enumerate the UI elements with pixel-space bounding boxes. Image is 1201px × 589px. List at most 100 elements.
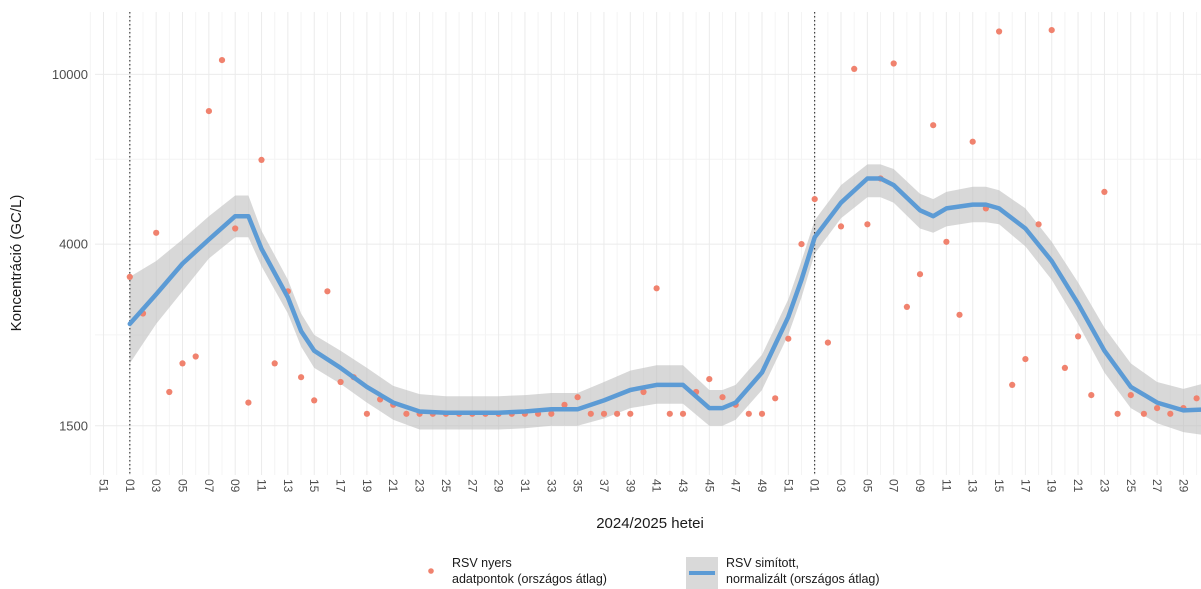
data-point (666, 410, 673, 417)
x-tick-label: 51 (97, 479, 111, 493)
smoothed-line (127, 176, 1201, 415)
x-tick-label: 27 (1150, 479, 1164, 493)
x-tick-label: 19 (360, 479, 374, 493)
x-tick-label: 27 (465, 479, 479, 493)
smoothed-series-line (127, 176, 1201, 415)
data-point (785, 335, 792, 342)
x-tick-label: 43 (676, 479, 690, 493)
x-tick-label: 25 (439, 479, 453, 493)
x-tick-label: 51 (781, 479, 795, 493)
data-point (548, 410, 555, 417)
data-point (166, 388, 173, 396)
confidence-band-area (129, 164, 1201, 435)
data-point (851, 65, 858, 72)
x-tick-label: 35 (571, 479, 585, 493)
confidence-band (129, 164, 1201, 435)
x-tick-label: 09 (228, 479, 242, 493)
x-tick-label: 03 (149, 479, 163, 493)
data-point (653, 285, 660, 292)
y-tick-labels: 1500 4000 10000 (52, 67, 88, 433)
data-point (126, 273, 133, 280)
data-point (245, 399, 252, 406)
legend-points-label-line1: RSV nyers (452, 556, 512, 570)
data-point (1167, 410, 1174, 417)
data-point (1009, 381, 1016, 388)
y-tick-label: 10000 (52, 67, 88, 82)
data-point (363, 410, 370, 417)
x-tick-label: 19 (1045, 479, 1059, 493)
y-tick-label: 1500 (59, 418, 88, 433)
data-point (956, 311, 963, 318)
data-point (640, 388, 647, 396)
x-tick-label: 29 (1176, 479, 1190, 493)
x-tick-label: 23 (1097, 479, 1111, 493)
data-point (1048, 27, 1055, 34)
data-point (574, 394, 581, 401)
data-point (192, 353, 199, 360)
data-point (1088, 392, 1095, 399)
data-point (719, 394, 726, 401)
year-boundaries (129, 12, 816, 475)
data-point (1140, 410, 1147, 417)
x-tick-label: 21 (1071, 479, 1085, 493)
data-point (864, 221, 871, 228)
x-tick-label: 45 (702, 479, 716, 493)
data-point (561, 401, 568, 408)
legend: RSV nyers adatpontok (országos átlag) RS… (428, 556, 880, 589)
data-point (1154, 405, 1161, 412)
x-tick-label: 07 (202, 479, 216, 493)
data-point (298, 374, 305, 381)
x-tick-label: 09 (913, 479, 927, 493)
data-point (337, 378, 344, 386)
data-point (627, 410, 634, 417)
x-tick-label: 03 (834, 479, 848, 493)
data-point (706, 376, 713, 383)
x-tick-label: 39 (623, 479, 637, 493)
data-point (600, 410, 608, 417)
data-point (1193, 395, 1200, 402)
x-axis-title: 2024/2025 hetei (596, 515, 704, 532)
data-point (218, 57, 226, 64)
data-point (403, 410, 410, 417)
x-tick-label: 21 (386, 479, 400, 493)
x-tick-label: 15 (992, 479, 1006, 493)
legend-line-label-line1: RSV simított, (726, 556, 799, 570)
data-point (811, 196, 818, 203)
x-tick-label: 01 (123, 479, 137, 493)
x-tick-label: 33 (544, 479, 558, 493)
x-tick-label: 47 (729, 479, 743, 493)
data-point (1127, 392, 1134, 399)
data-point (587, 410, 594, 417)
data-point (232, 225, 239, 232)
data-point (916, 271, 924, 278)
data-point (1035, 221, 1042, 228)
x-tick-label: 07 (887, 479, 901, 493)
x-tick-label: 17 (334, 479, 348, 493)
data-point (1114, 410, 1121, 417)
data-point (930, 122, 937, 129)
data-point (1075, 333, 1082, 340)
data-point (943, 238, 950, 245)
data-point (772, 395, 779, 402)
x-tick-label: 11 (939, 479, 953, 492)
x-tick-label: 41 (650, 479, 664, 493)
x-tick-label: 23 (413, 479, 427, 493)
x-tick-label: 05 (860, 479, 874, 493)
data-point (1101, 188, 1108, 195)
data-point (758, 410, 766, 417)
x-tick-label: 13 (281, 479, 295, 493)
x-tick-labels: 51 01 03 05 07 09 11 13 15 17 19 21 23 25 27 29 31 33 35 37… (97, 479, 1191, 493)
data-point (614, 410, 621, 417)
y-axis-title: Koncentráció (GC/L) (8, 195, 25, 332)
x-tick-label: 05 (176, 479, 190, 493)
x-tick-label: 31 (518, 479, 532, 493)
data-point (837, 223, 845, 230)
data-point (258, 156, 265, 163)
data-point (153, 229, 160, 236)
x-tick-label: 15 (307, 479, 321, 493)
data-point (679, 410, 687, 417)
legend-points-key (428, 568, 434, 574)
data-point (798, 241, 805, 248)
legend-line-label-line2: normalizált (országos átlag) (726, 572, 880, 586)
legend-points-label-line2: adatpontok (országos átlag) (452, 572, 607, 586)
